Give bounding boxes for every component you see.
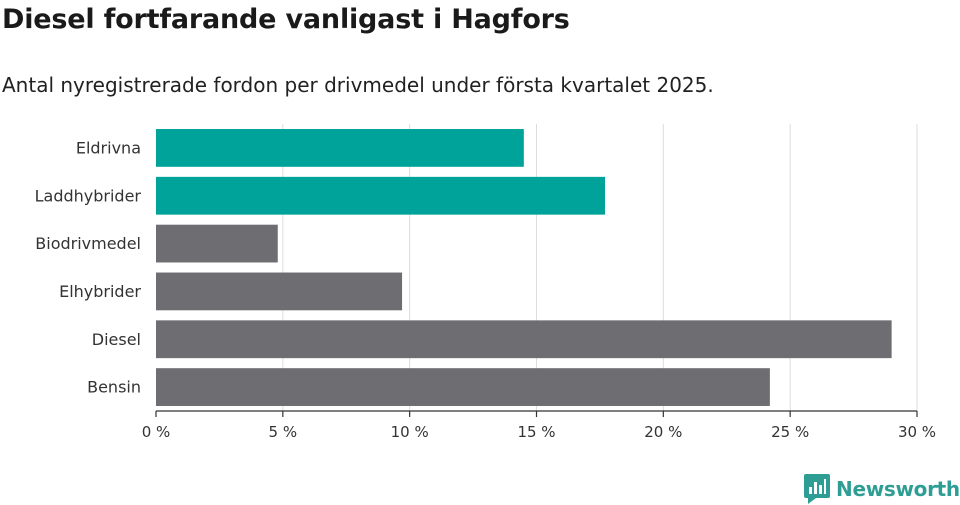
- category-label: Bensin: [87, 378, 141, 397]
- category-label: Laddhybrider: [35, 186, 142, 205]
- bar: [156, 176, 605, 215]
- bar: [156, 129, 524, 167]
- brand-name: Newsworthy: [836, 477, 960, 501]
- newsworthy-logo-icon: [804, 474, 830, 504]
- bar: [156, 224, 278, 263]
- chart-subtitle: Antal nyregistrerade fordon per drivmede…: [2, 73, 714, 97]
- chart-title: Diesel fortfarande vanligast i Hagfors: [2, 4, 570, 35]
- x-tick-label: 0 %: [142, 423, 171, 441]
- category-label: Eldrivna: [76, 138, 141, 157]
- x-tick-label: 30 %: [898, 423, 936, 441]
- category-label: Diesel: [92, 330, 141, 349]
- category-label: Elhybrider: [59, 282, 141, 301]
- bar: [156, 272, 403, 311]
- x-axis: 0 % 5 % 10 % 15 % 20 % 25 % 30 %: [142, 410, 936, 441]
- x-tick-label: 20 %: [644, 423, 682, 441]
- category-label: Biodrivmedel: [35, 234, 141, 253]
- newsworthy-brand: Newsworthy: [804, 474, 960, 504]
- bars: [156, 129, 892, 406]
- bar: [156, 320, 892, 359]
- x-tick-label: 25 %: [771, 423, 809, 441]
- x-tick-label: 10 %: [391, 423, 429, 441]
- grid-lines: [282, 124, 918, 411]
- x-tick-label: 15 %: [517, 423, 555, 441]
- x-tick-label: 5 %: [269, 423, 298, 441]
- category-labels: Eldrivna Laddhybrider Biodrivmedel Elhybrid…: [35, 138, 142, 396]
- bar: [156, 368, 770, 406]
